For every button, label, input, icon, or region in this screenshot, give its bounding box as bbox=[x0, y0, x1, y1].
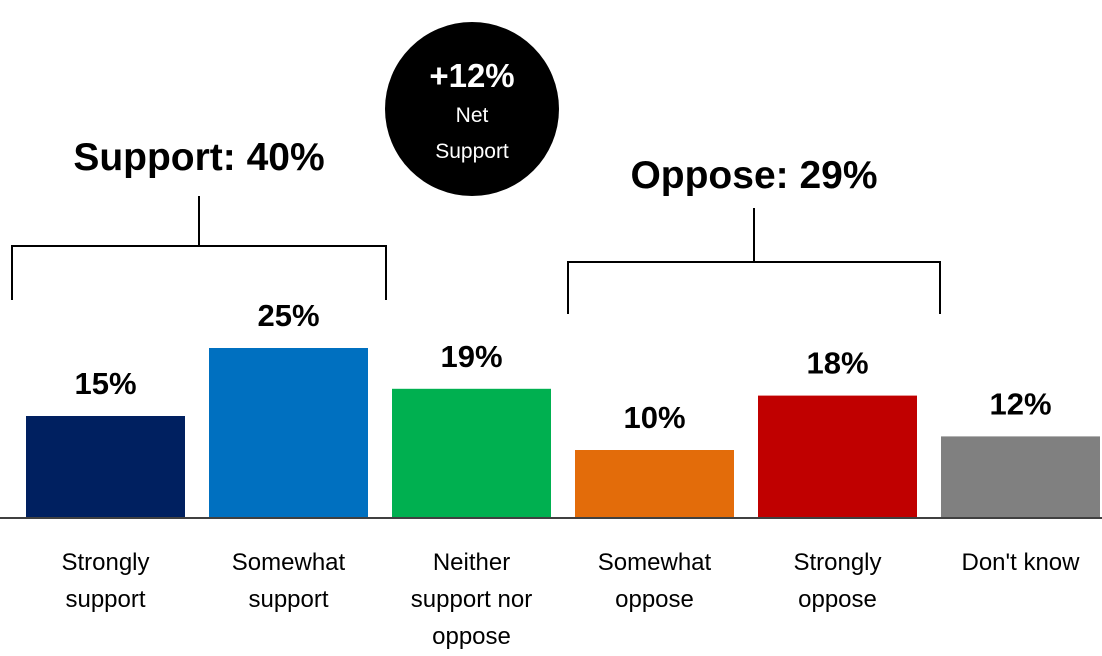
category-label: oppose bbox=[615, 586, 694, 613]
category-label: Neither bbox=[433, 549, 510, 576]
group-brackets bbox=[11, 196, 941, 314]
bar-value-label: 19% bbox=[440, 339, 502, 374]
bar-value-label: 18% bbox=[806, 346, 868, 381]
group-label: Oppose: 29% bbox=[630, 154, 877, 197]
bar-value-label: 25% bbox=[257, 298, 319, 333]
badge-value: +12% bbox=[429, 57, 514, 94]
bar bbox=[209, 348, 368, 518]
bar-value-label: 10% bbox=[623, 400, 685, 435]
bar bbox=[575, 450, 734, 518]
category-label: Strongly bbox=[793, 549, 881, 576]
bar bbox=[758, 395, 917, 518]
badge-circle bbox=[385, 22, 559, 196]
group-label: Support: 40% bbox=[73, 136, 324, 179]
group-labels: Support: 40% Oppose: 29% bbox=[73, 136, 877, 197]
category-label: Somewhat bbox=[232, 549, 346, 576]
category-label: oppose bbox=[432, 623, 511, 650]
category-label: Don't know bbox=[962, 549, 1081, 576]
category-label: support bbox=[65, 586, 145, 613]
value-labels: 15% 25% 19% 10% 18% 12% bbox=[74, 298, 1051, 435]
bar-value-label: 15% bbox=[74, 366, 136, 401]
category-label: Strongly bbox=[61, 549, 149, 576]
category-labels: Strongly support Somewhat support Neither sup… bbox=[61, 549, 1080, 650]
category-label: support nor bbox=[411, 586, 532, 613]
bar bbox=[392, 388, 551, 518]
category-label: Somewhat bbox=[598, 549, 712, 576]
badge-label-line1: Net bbox=[456, 104, 489, 127]
bar bbox=[26, 416, 185, 518]
bar-series bbox=[26, 348, 1100, 518]
badge-label-line2: Support bbox=[435, 140, 509, 163]
category-label: oppose bbox=[798, 586, 877, 613]
net-support-badge: +12% Net Support bbox=[385, 22, 559, 196]
group-bracket bbox=[11, 196, 387, 300]
bar-value-label: 12% bbox=[989, 386, 1051, 421]
bar bbox=[941, 436, 1100, 518]
category-label: support bbox=[248, 586, 328, 613]
group-bracket bbox=[567, 208, 941, 314]
